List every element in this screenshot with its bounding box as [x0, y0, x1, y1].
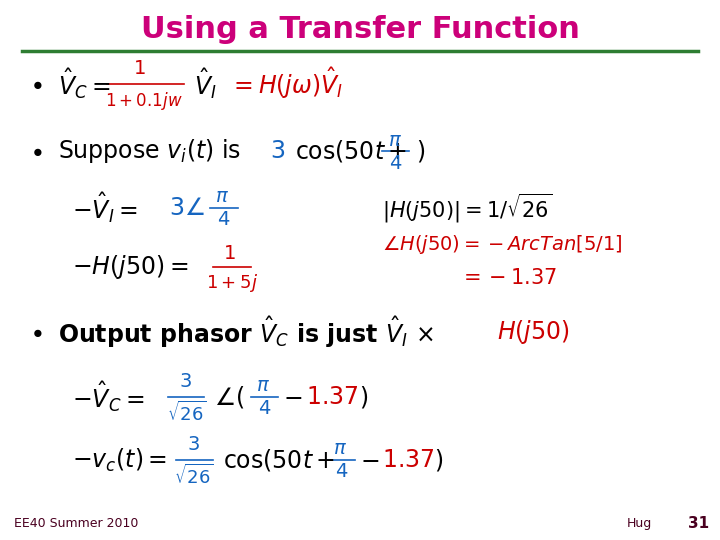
Text: $4$: $4$	[389, 153, 402, 173]
Text: $\hat{V}_I$: $\hat{V}_I$	[194, 66, 217, 101]
Text: $3$: $3$	[270, 139, 285, 163]
Text: $-$: $-$	[360, 448, 379, 472]
Text: $)$: $)$	[359, 384, 368, 410]
Text: $\pi$: $\pi$	[215, 187, 229, 206]
Text: $-$: $-$	[283, 385, 302, 409]
Text: $\hat{V}_C = $: $\hat{V}_C = $	[58, 66, 110, 101]
Text: $- \hat{V}_C = $: $- \hat{V}_C = $	[72, 380, 144, 414]
Text: $4$: $4$	[217, 210, 230, 230]
Text: EE40 Summer 2010: EE40 Summer 2010	[14, 517, 139, 530]
Text: $1.37$: $1.37$	[306, 385, 359, 409]
Text: $)$: $)$	[434, 447, 444, 473]
Text: Hug: Hug	[626, 517, 652, 530]
Text: $\pi$: $\pi$	[256, 376, 270, 395]
Text: $\bullet$: $\bullet$	[29, 139, 42, 163]
Text: $1$: $1$	[132, 59, 145, 78]
Text: Suppose $v_i(t)$ is: Suppose $v_i(t)$ is	[58, 137, 240, 165]
Text: $= -1.37$: $= -1.37$	[459, 268, 557, 288]
Text: $\bullet$: $\bullet$	[29, 320, 42, 344]
Text: Output phasor $\hat{V}_C$ is just $\hat{V}_I$ $\times$: Output phasor $\hat{V}_C$ is just $\hat{…	[58, 314, 436, 350]
Text: $\angle H(j50) = -ArcTan[5/1]$: $\angle H(j50) = -ArcTan[5/1]$	[382, 233, 622, 256]
Text: $\cos(50t + $: $\cos(50t + $	[295, 138, 408, 164]
Text: $\sqrt{26}$: $\sqrt{26}$	[166, 401, 207, 425]
Text: $4$: $4$	[258, 399, 271, 418]
Text: $)$: $)$	[416, 138, 426, 164]
Text: $\pi$: $\pi$	[333, 439, 347, 458]
Text: $1+0.1jw$: $1+0.1jw$	[105, 90, 183, 112]
Text: $\pi$: $\pi$	[387, 131, 402, 150]
Text: $- \hat{V}_I = $: $- \hat{V}_I = $	[72, 191, 138, 225]
Text: $1+5j$: $1+5j$	[206, 273, 258, 294]
Text: $3\angle$: $3\angle$	[169, 196, 204, 220]
Text: $3$: $3$	[179, 372, 192, 391]
Text: $3$: $3$	[186, 435, 199, 454]
Text: $1.37$: $1.37$	[382, 448, 434, 472]
Text: Using a Transfer Function: Using a Transfer Function	[140, 15, 580, 44]
Text: $1$: $1$	[222, 244, 235, 263]
Text: $- v_c(t) = $: $- v_c(t) = $	[72, 447, 167, 474]
Text: $\cos(50t + $: $\cos(50t + $	[223, 447, 336, 473]
Text: $\sqrt{26}$: $\sqrt{26}$	[174, 464, 215, 488]
Text: 31: 31	[688, 516, 708, 531]
Text: $H(j50)$: $H(j50)$	[497, 318, 570, 346]
Text: $= H(j\omega)\hat{V}_I$: $= H(j\omega)\hat{V}_I$	[229, 66, 343, 102]
Text: $4$: $4$	[335, 462, 348, 482]
Text: $\angle($: $\angle($	[214, 384, 244, 410]
Text: $\bullet$: $\bullet$	[29, 72, 42, 96]
Text: $|H(j50)| = 1/\sqrt{26}$: $|H(j50)| = 1/\sqrt{26}$	[382, 191, 552, 225]
Text: $- H(j50) = $: $- H(j50) = $	[72, 253, 189, 281]
